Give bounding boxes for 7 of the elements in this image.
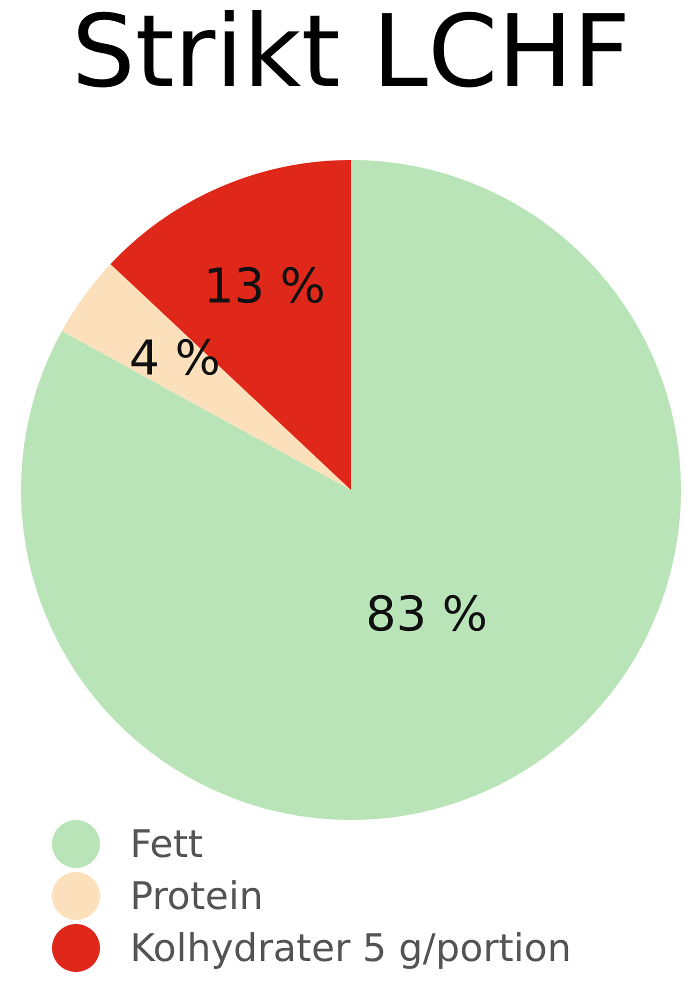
legend-label: Kolhydrater 5 g/portion — [130, 926, 572, 970]
legend-label: Protein — [130, 874, 264, 918]
data-label: 4 % — [129, 330, 220, 386]
legend-label: Fett — [130, 822, 203, 866]
data-label: 83 % — [366, 586, 488, 642]
chart-title: Strikt LCHF — [72, 0, 630, 110]
data-label: 13 % — [204, 258, 326, 315]
